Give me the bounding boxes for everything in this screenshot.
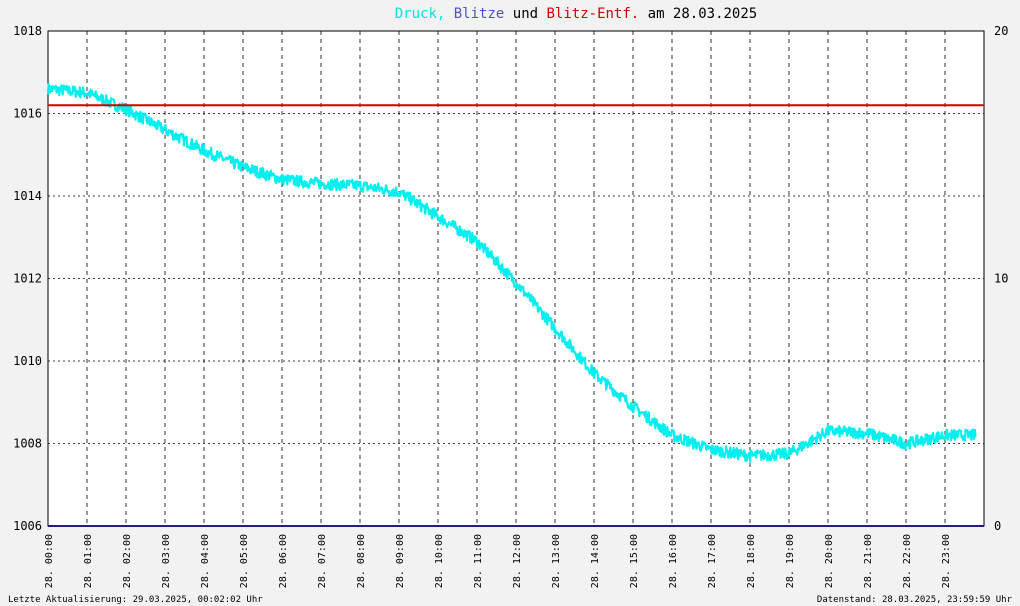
title-part: Druck,: [395, 6, 446, 22]
x-tick-label: 28. 21:00: [863, 534, 874, 588]
x-tick-label: 28. 08:00: [356, 534, 367, 588]
x-tick-label: 28. 10:00: [434, 534, 445, 588]
chart-title: Druck, Blitze und Blitz-Entf. am 28.03.2…: [395, 6, 757, 22]
x-tick-label: 28. 13:00: [551, 534, 562, 588]
title-part: und: [504, 6, 538, 22]
title-part: am 28.03.2025: [639, 6, 757, 22]
y-right-tick-label: 10: [994, 272, 1008, 286]
series-line-druck: [46, 82, 977, 463]
y-tick-label: 1014: [13, 189, 42, 203]
x-tick-label: 28. 04:00: [200, 534, 211, 588]
footer-last-update: Letzte Aktualisierung: 29.03.2025, 00:02…: [8, 595, 263, 605]
x-tick-label: 28. 14:00: [590, 534, 601, 588]
x-tick-label: 28. 16:00: [668, 534, 679, 588]
x-tick-label: 28. 18:00: [746, 534, 757, 588]
y-right-tick-label: 0: [994, 519, 1001, 533]
y-axis-left: 1006 1008 1010 1012 1014 1016 1018: [13, 24, 42, 533]
x-tick-label: 28. 02:00: [122, 534, 133, 588]
x-tick-label: 28. 12:00: [512, 534, 523, 588]
series: [46, 82, 984, 527]
y-tick-label: 1006: [13, 519, 42, 533]
x-tick-label: 28. 05:00: [239, 534, 250, 588]
grid: [48, 31, 984, 526]
title-part: Blitz-Entf.: [538, 6, 639, 22]
x-tick-label: 28. 20:00: [824, 534, 835, 588]
y-tick-label: 1018: [13, 24, 42, 38]
x-tick-label: 28. 01:00: [83, 534, 94, 588]
x-tick-label: 28. 22:00: [902, 534, 913, 588]
x-tick-label: 28. 23:00: [941, 534, 952, 588]
x-tick-label: 28. 11:00: [473, 534, 484, 588]
x-tick-label: 28. 07:00: [317, 534, 328, 588]
title-part: Blitze: [445, 6, 504, 22]
y-tick-label: 1016: [13, 107, 42, 121]
y-axis-right: 0 10 20: [994, 24, 1008, 533]
x-tick-label: 28. 17:00: [707, 534, 718, 588]
footer-data-status: Datenstand: 28.03.2025, 23:59:59 Uhr: [817, 595, 1013, 605]
x-tick-label: 28. 15:00: [629, 534, 640, 588]
y-right-tick-label: 20: [994, 24, 1008, 38]
y-tick-label: 1010: [13, 354, 42, 368]
x-tick-label: 28. 03:00: [161, 534, 172, 588]
x-axis: 28. 00:00 28. 01:00 28. 02:00 28. 03:00 28. …: [44, 534, 952, 588]
y-tick-label: 1008: [13, 437, 42, 451]
y-tick-label: 1012: [13, 272, 42, 286]
x-tick-label: 28. 19:00: [785, 534, 796, 588]
x-tick-label: 28. 09:00: [395, 534, 406, 588]
x-tick-label: 28. 06:00: [278, 534, 289, 588]
x-tick-label: 28. 00:00: [44, 534, 55, 588]
